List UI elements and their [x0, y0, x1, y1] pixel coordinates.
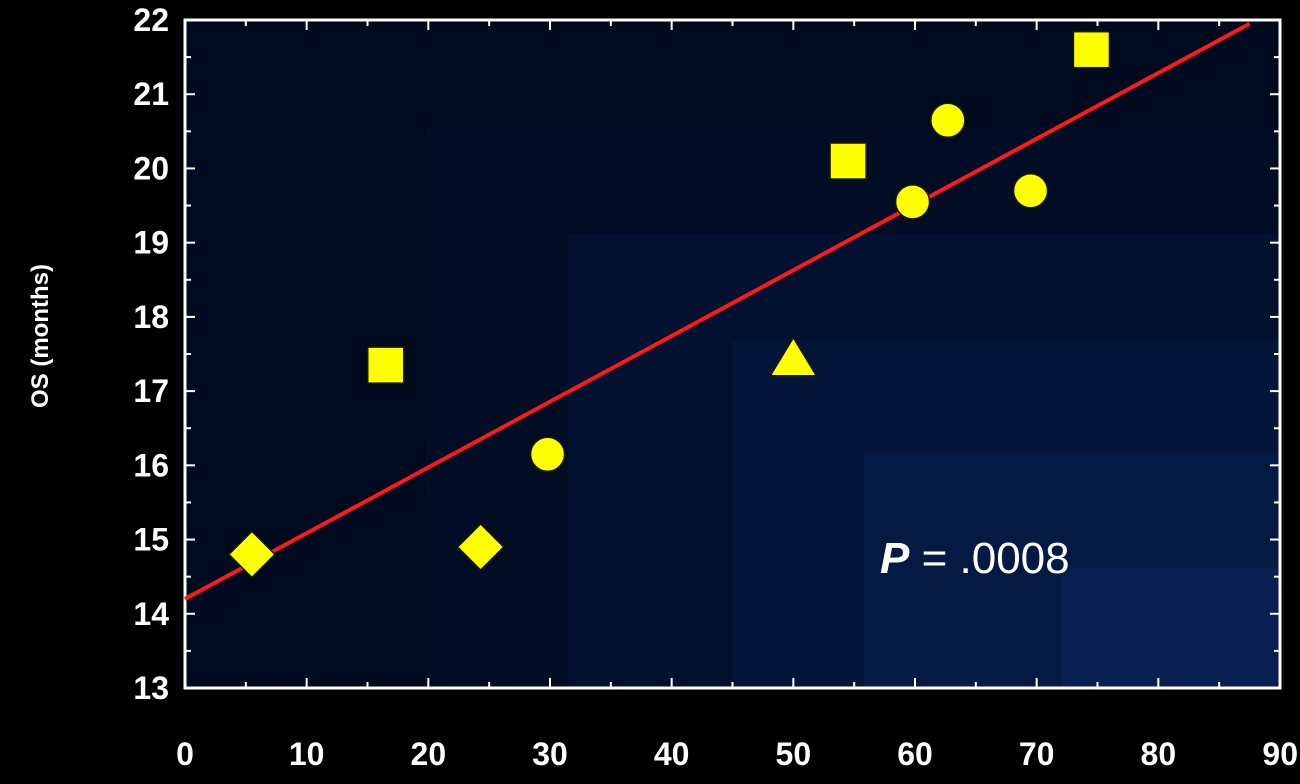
x-tick-label: 50 — [776, 736, 812, 772]
x-tick-label: 90 — [1262, 736, 1298, 772]
data-point-square — [367, 346, 405, 384]
regression-line-layer — [184, 21, 1251, 601]
data-point-circle — [1012, 172, 1049, 209]
x-tick-label: 30 — [532, 736, 568, 772]
data-point-square — [1072, 30, 1111, 69]
y-tick-label: 20 — [133, 150, 169, 186]
data-point-diamond — [456, 522, 505, 572]
y-tick-label: 22 — [133, 2, 169, 38]
x-tick-label: 40 — [654, 736, 690, 772]
x-tick-label: 0 — [176, 736, 194, 772]
plot-background — [185, 20, 1280, 688]
x-tick-label: 60 — [897, 736, 933, 772]
y-tick-label: 18 — [133, 299, 169, 335]
y-tick-label: 13 — [133, 670, 169, 706]
p-value-text: = .0008 — [909, 534, 1069, 583]
y-tick-label: 16 — [133, 447, 169, 483]
x-tick-label: 70 — [1019, 736, 1055, 772]
y-axis-title: OS (months) — [27, 264, 54, 408]
p-value-annotation: P = .0008 — [880, 534, 1070, 583]
data-point-square — [829, 142, 867, 180]
y-tick-label: 21 — [133, 76, 169, 112]
data-point-circle — [529, 436, 566, 472]
data-point-circle — [930, 102, 966, 138]
y-tick-label: 19 — [133, 225, 169, 261]
y-tick-label: 15 — [133, 522, 169, 558]
axis-labels: 13 14 15 16 17 18 19 20 21 22 0 10 20 30 40 50 60 70 80 90 — [133, 2, 1298, 772]
regression-line — [184, 21, 1251, 601]
y-tick-label: 17 — [133, 373, 169, 409]
axes — [183, 18, 1282, 690]
plot-shade-4 — [1061, 567, 1280, 688]
data-point-diamond — [227, 530, 276, 579]
x-tick-label: 10 — [289, 736, 325, 772]
x-tick-label: 80 — [1141, 736, 1177, 772]
y-tick-label: 14 — [133, 596, 169, 632]
data-points — [227, 30, 1111, 579]
x-tick-label: 20 — [411, 736, 447, 772]
data-point-triangle — [769, 336, 818, 377]
data-point-circle — [894, 184, 931, 220]
p-value-italic: P — [880, 534, 910, 583]
